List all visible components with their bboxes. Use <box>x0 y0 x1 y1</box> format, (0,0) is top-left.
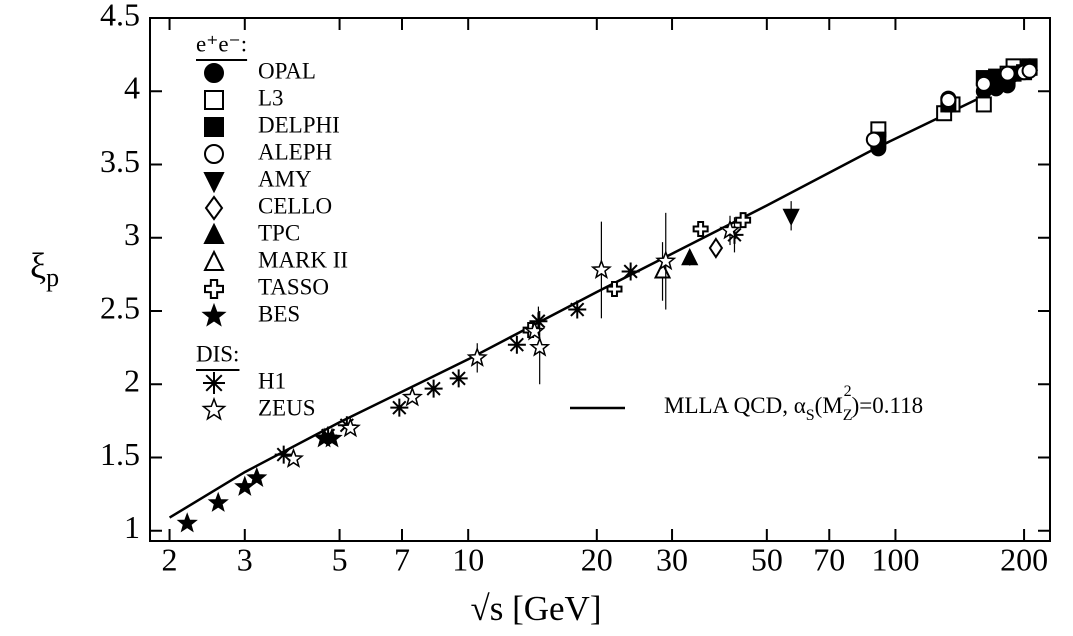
marker <box>507 335 526 354</box>
marker <box>975 96 992 113</box>
y-tick-label: 3 <box>124 216 140 252</box>
legend-marker <box>203 172 225 194</box>
marker <box>681 248 699 266</box>
y-axis-label: ξp <box>30 246 59 292</box>
legend-label: TASSO <box>258 274 329 299</box>
y-tick-label: 1 <box>124 509 140 545</box>
marker <box>735 212 752 229</box>
marker <box>655 250 677 271</box>
curve-legend-part: S <box>806 407 815 424</box>
x-tick-label: 30 <box>656 541 688 577</box>
legend-label: ZEUS <box>258 395 316 420</box>
legend-marker <box>204 90 224 110</box>
marker <box>390 398 409 417</box>
legend-label: ALEPH <box>258 139 332 164</box>
plot-frame <box>149 17 1051 542</box>
marker <box>207 491 229 512</box>
marker <box>1021 62 1038 79</box>
x-tick-label: 200 <box>1000 541 1048 577</box>
marker <box>568 300 587 319</box>
curve-legend-part: (M <box>815 393 843 418</box>
marker <box>606 281 623 298</box>
marker <box>621 262 640 281</box>
y-axis-label-sub: p <box>46 263 59 292</box>
x-tick-label: 100 <box>871 541 919 577</box>
y-tick-label: 4 <box>124 70 140 106</box>
marker <box>466 346 488 367</box>
curve-legend-part: MLLA QCD, α <box>664 393 806 418</box>
legend-label: DELPHI <box>258 112 340 137</box>
y-tick-label: 2 <box>124 363 140 399</box>
legend-label: H1 <box>258 368 286 393</box>
legend-label: CELLO <box>258 193 332 218</box>
legend-label: TPC <box>258 220 300 245</box>
marker <box>999 65 1016 82</box>
y-axis-label-main: ξ <box>30 246 46 286</box>
legend-label: OPAL <box>258 58 316 83</box>
legend-marker <box>201 396 227 421</box>
x-tick-label: 7 <box>394 541 410 577</box>
marker <box>719 219 741 240</box>
marker <box>274 445 293 464</box>
marker <box>975 75 992 92</box>
legend-label: MARK II <box>258 247 348 272</box>
legend-header: e⁺e⁻: <box>196 31 247 56</box>
x-tick-label: 50 <box>751 541 783 577</box>
marker <box>401 386 423 407</box>
x-tick-label: 10 <box>452 541 484 577</box>
marker <box>940 92 957 109</box>
x-tick-label: 2 <box>162 541 178 577</box>
legend-marker <box>203 249 225 271</box>
marker <box>282 447 305 468</box>
y-tick-label: 4.5 <box>100 0 140 32</box>
x-axis-label: √s [GeV] <box>471 589 602 628</box>
marker <box>449 369 468 388</box>
curve-legend-part: Z <box>843 407 853 424</box>
x-tick-label: 20 <box>581 541 613 577</box>
marker <box>782 208 800 227</box>
marker <box>523 320 546 341</box>
marker <box>708 237 724 259</box>
curve-legend-label: MLLA QCD, αS(MZ 2)=0.118 <box>664 383 923 424</box>
marker <box>339 417 361 438</box>
legend-label: AMY <box>258 166 312 191</box>
marker <box>590 258 612 280</box>
x-tick-label: 5 <box>332 541 348 577</box>
x-tick-label: 70 <box>813 541 845 577</box>
marker <box>529 312 548 331</box>
y-tick-label: 1.5 <box>100 436 140 472</box>
marker <box>692 220 709 237</box>
y-tick-label: 2.5 <box>100 289 140 325</box>
x-tick-label: 3 <box>237 541 253 577</box>
legend-marker <box>204 63 224 83</box>
marker <box>424 379 443 398</box>
marker <box>865 131 882 148</box>
marker <box>319 426 338 445</box>
curve-legend-part: 2 <box>844 383 852 400</box>
legend-marker <box>203 222 225 244</box>
y-tick-label: 3.5 <box>100 143 140 179</box>
legend-label: BES <box>258 301 300 326</box>
legend-label: L3 <box>258 85 284 110</box>
legend-marker <box>204 195 224 221</box>
legend-marker <box>204 117 224 137</box>
legend-header: DIS: <box>196 341 239 366</box>
marker <box>529 336 551 357</box>
curve-legend-part: )=0.118 <box>852 393 924 418</box>
legend-marker <box>201 302 227 327</box>
marker <box>246 466 268 488</box>
marker <box>176 512 198 533</box>
legend-marker <box>203 372 225 394</box>
legend-marker <box>204 279 224 299</box>
legend-marker <box>204 144 224 164</box>
